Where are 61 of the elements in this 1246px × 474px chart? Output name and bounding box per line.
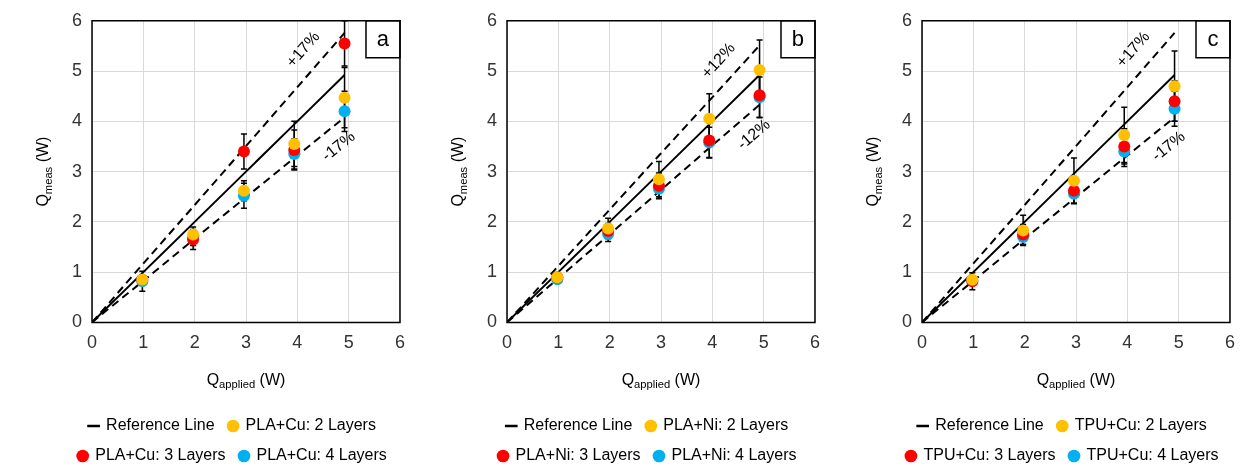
- x-tick-label: 1: [138, 332, 149, 353]
- y-tick-label: 2: [487, 210, 498, 231]
- x-tick-label: 3: [1070, 332, 1082, 353]
- legend-label: PLA+Ni: 4 Layers: [671, 446, 797, 464]
- y-tick-label: 4: [902, 110, 913, 131]
- annotation: -17%: [318, 127, 358, 165]
- annotation: a: [376, 25, 390, 51]
- legend-label: PLA+Cu: 2 Layers: [245, 416, 376, 434]
- y-tick-label: 0: [487, 311, 498, 332]
- x-tick-label: 4: [292, 332, 303, 353]
- x-tick-label: 0: [502, 332, 513, 353]
- y-tick-label: 1: [487, 261, 498, 282]
- legend-label: PLA+Ni: 3 Layers: [515, 446, 641, 464]
- y-tick-label: 5: [72, 60, 83, 81]
- legend-label: TPU+Cu: 2 Layers: [1074, 416, 1207, 434]
- y-axis-title: Qmeas (W): [449, 136, 469, 207]
- legend-label: Reference Line: [523, 416, 633, 434]
- x-tick-label: 5: [343, 332, 354, 353]
- x-tick-label: 2: [189, 332, 200, 353]
- y-tick-label: 6: [902, 9, 913, 30]
- x-tick-label: 2: [604, 332, 615, 353]
- legend-label: PLA+Cu: 4 Layers: [256, 446, 387, 464]
- legend-label: Reference Line: [935, 416, 1044, 434]
- y-tick-label: 3: [487, 160, 498, 181]
- annotation: c: [1207, 25, 1219, 51]
- x-tick-label: 5: [1173, 332, 1184, 353]
- x-tick-label: 4: [1122, 332, 1133, 353]
- y-tick-label: 3: [902, 160, 913, 181]
- y-tick-label: 1: [72, 261, 83, 282]
- x-tick-label: 5: [758, 332, 769, 353]
- x-tick-label: 1: [553, 332, 564, 353]
- y-tick-label: 3: [72, 160, 83, 181]
- y-tick-label: 1: [902, 261, 913, 282]
- legend-label: PLA+Cu: 3 Layers: [95, 446, 226, 464]
- x-tick-label: 6: [394, 332, 405, 353]
- y-tick-label: 4: [72, 110, 83, 131]
- legend-label: TPU+Cu: 4 Layers: [1086, 446, 1219, 464]
- legend-label: TPU+Cu: 3 Layers: [923, 446, 1056, 464]
- y-tick-label: 6: [72, 9, 83, 30]
- y-axis-title: Qmeas (W): [864, 136, 884, 207]
- x-tick-label: 2: [1019, 332, 1030, 353]
- x-tick-label: 3: [655, 332, 667, 353]
- x-tick-label: 6: [1224, 332, 1235, 353]
- y-tick-label: 0: [902, 311, 913, 332]
- y-tick-label: 6: [487, 9, 498, 30]
- x-tick-label: 3: [240, 332, 252, 353]
- y-axis-title: Qmeas (W): [34, 136, 54, 207]
- annotation: b: [791, 25, 805, 51]
- x-tick-label: 0: [917, 332, 928, 353]
- y-tick-label: 0: [72, 311, 83, 332]
- y-tick-label: 2: [902, 210, 913, 231]
- x-tick-label: 4: [707, 332, 718, 353]
- y-tick-label: 4: [487, 110, 498, 131]
- y-tick-label: 5: [487, 60, 498, 81]
- x-tick-label: 6: [809, 332, 820, 353]
- x-tick-label: 0: [87, 332, 98, 353]
- y-tick-label: 2: [72, 210, 83, 231]
- x-tick-label: 1: [968, 332, 979, 353]
- legend-label: Reference Line: [106, 416, 215, 434]
- legend-label: PLA+Ni: 2 Layers: [663, 416, 789, 434]
- y-tick-label: 5: [902, 60, 913, 81]
